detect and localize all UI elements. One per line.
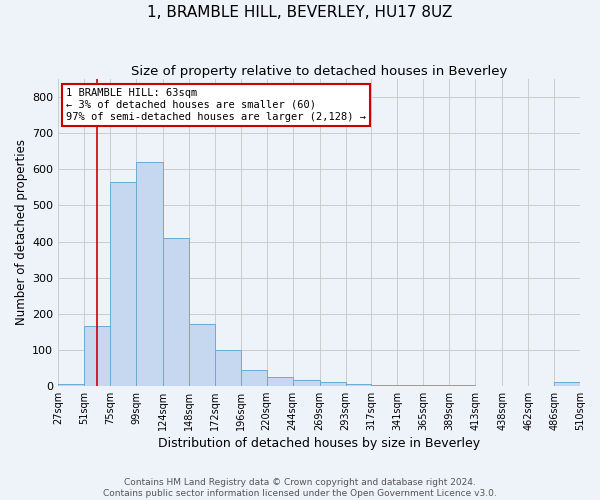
Bar bbox=[397, 385, 424, 386]
Bar bbox=[320, 382, 346, 386]
X-axis label: Distribution of detached houses by size in Beverley: Distribution of detached houses by size … bbox=[158, 437, 480, 450]
Bar bbox=[189, 324, 215, 386]
Bar bbox=[58, 384, 84, 386]
Bar bbox=[266, 377, 293, 386]
Y-axis label: Number of detached properties: Number of detached properties bbox=[15, 140, 28, 326]
Bar bbox=[163, 238, 189, 386]
Title: Size of property relative to detached houses in Beverley: Size of property relative to detached ho… bbox=[131, 65, 507, 78]
Text: Contains HM Land Registry data © Crown copyright and database right 2024.
Contai: Contains HM Land Registry data © Crown c… bbox=[103, 478, 497, 498]
Bar bbox=[215, 350, 241, 386]
Text: 1 BRAMBLE HILL: 63sqm
← 3% of detached houses are smaller (60)
97% of semi-detac: 1 BRAMBLE HILL: 63sqm ← 3% of detached h… bbox=[66, 88, 366, 122]
Bar bbox=[293, 380, 320, 386]
Bar bbox=[110, 182, 136, 386]
Bar bbox=[346, 384, 371, 386]
Bar bbox=[84, 326, 110, 386]
Bar bbox=[371, 384, 397, 386]
Bar bbox=[554, 382, 580, 386]
Bar bbox=[241, 370, 266, 386]
Text: 1, BRAMBLE HILL, BEVERLEY, HU17 8UZ: 1, BRAMBLE HILL, BEVERLEY, HU17 8UZ bbox=[148, 5, 452, 20]
Bar bbox=[136, 162, 163, 386]
